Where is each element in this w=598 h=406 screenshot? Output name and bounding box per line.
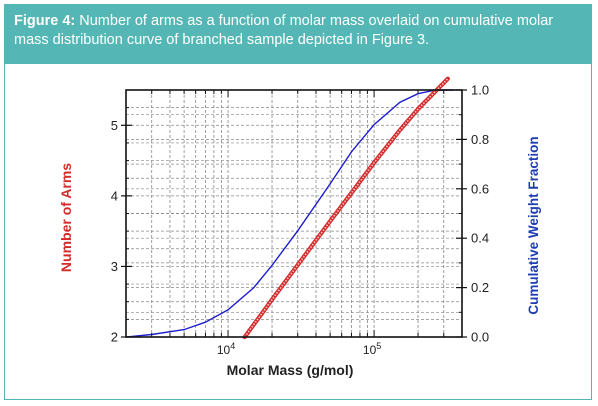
x-tick-label-base: 10 [363, 343, 377, 357]
x-tick-label: 105 [363, 341, 381, 357]
number-of-arms-line [242, 76, 450, 340]
figure-caption: Figure 4: Number of arms as a function o… [5, 5, 591, 64]
x-tick-label-base: 10 [217, 343, 231, 357]
x-axis-title: Molar Mass (g/mol) [227, 362, 354, 378]
figure-card: Figure 4: Number of arms as a function o… [4, 4, 592, 400]
series-layer [125, 76, 454, 340]
y-left-tick-label: 5 [111, 118, 118, 133]
y-right-axis-title: Cumulative Weight Fraction [526, 136, 541, 314]
x-tick-label-exponent: 4 [230, 341, 235, 351]
x-tick-label-exponent: 5 [376, 341, 381, 351]
grid-layer [125, 89, 463, 337]
caption-text: Number of arms as a function of molar ma… [14, 13, 554, 48]
y-left-axis-title: Number of Arms [58, 163, 74, 272]
x-tick-label: 104 [217, 341, 235, 357]
y-left-tick-label: 3 [111, 259, 118, 274]
y-right-tick-label: 1.0 [471, 83, 489, 98]
y-right-tick-label: 0.2 [471, 280, 489, 295]
y-left-tick-label: 2 [111, 330, 118, 345]
y-right-tick-label: 0.0 [471, 330, 489, 345]
y-right-tick-label: 0.4 [471, 231, 489, 246]
chart-area: 104 105 2 3 4 5 0.0 0.2 0.4 0.6 0.8 1.0 Molar Mass (… [5, 64, 591, 399]
number-of-arms-line-markers [244, 78, 449, 338]
y-right-tick-label: 0.6 [471, 181, 489, 196]
cumulative-weight-fraction-line [125, 89, 454, 338]
caption-label: Figure 4: [14, 13, 76, 29]
y-left-tick-label: 4 [111, 188, 118, 203]
y-right-tick-label: 0.8 [471, 132, 489, 147]
